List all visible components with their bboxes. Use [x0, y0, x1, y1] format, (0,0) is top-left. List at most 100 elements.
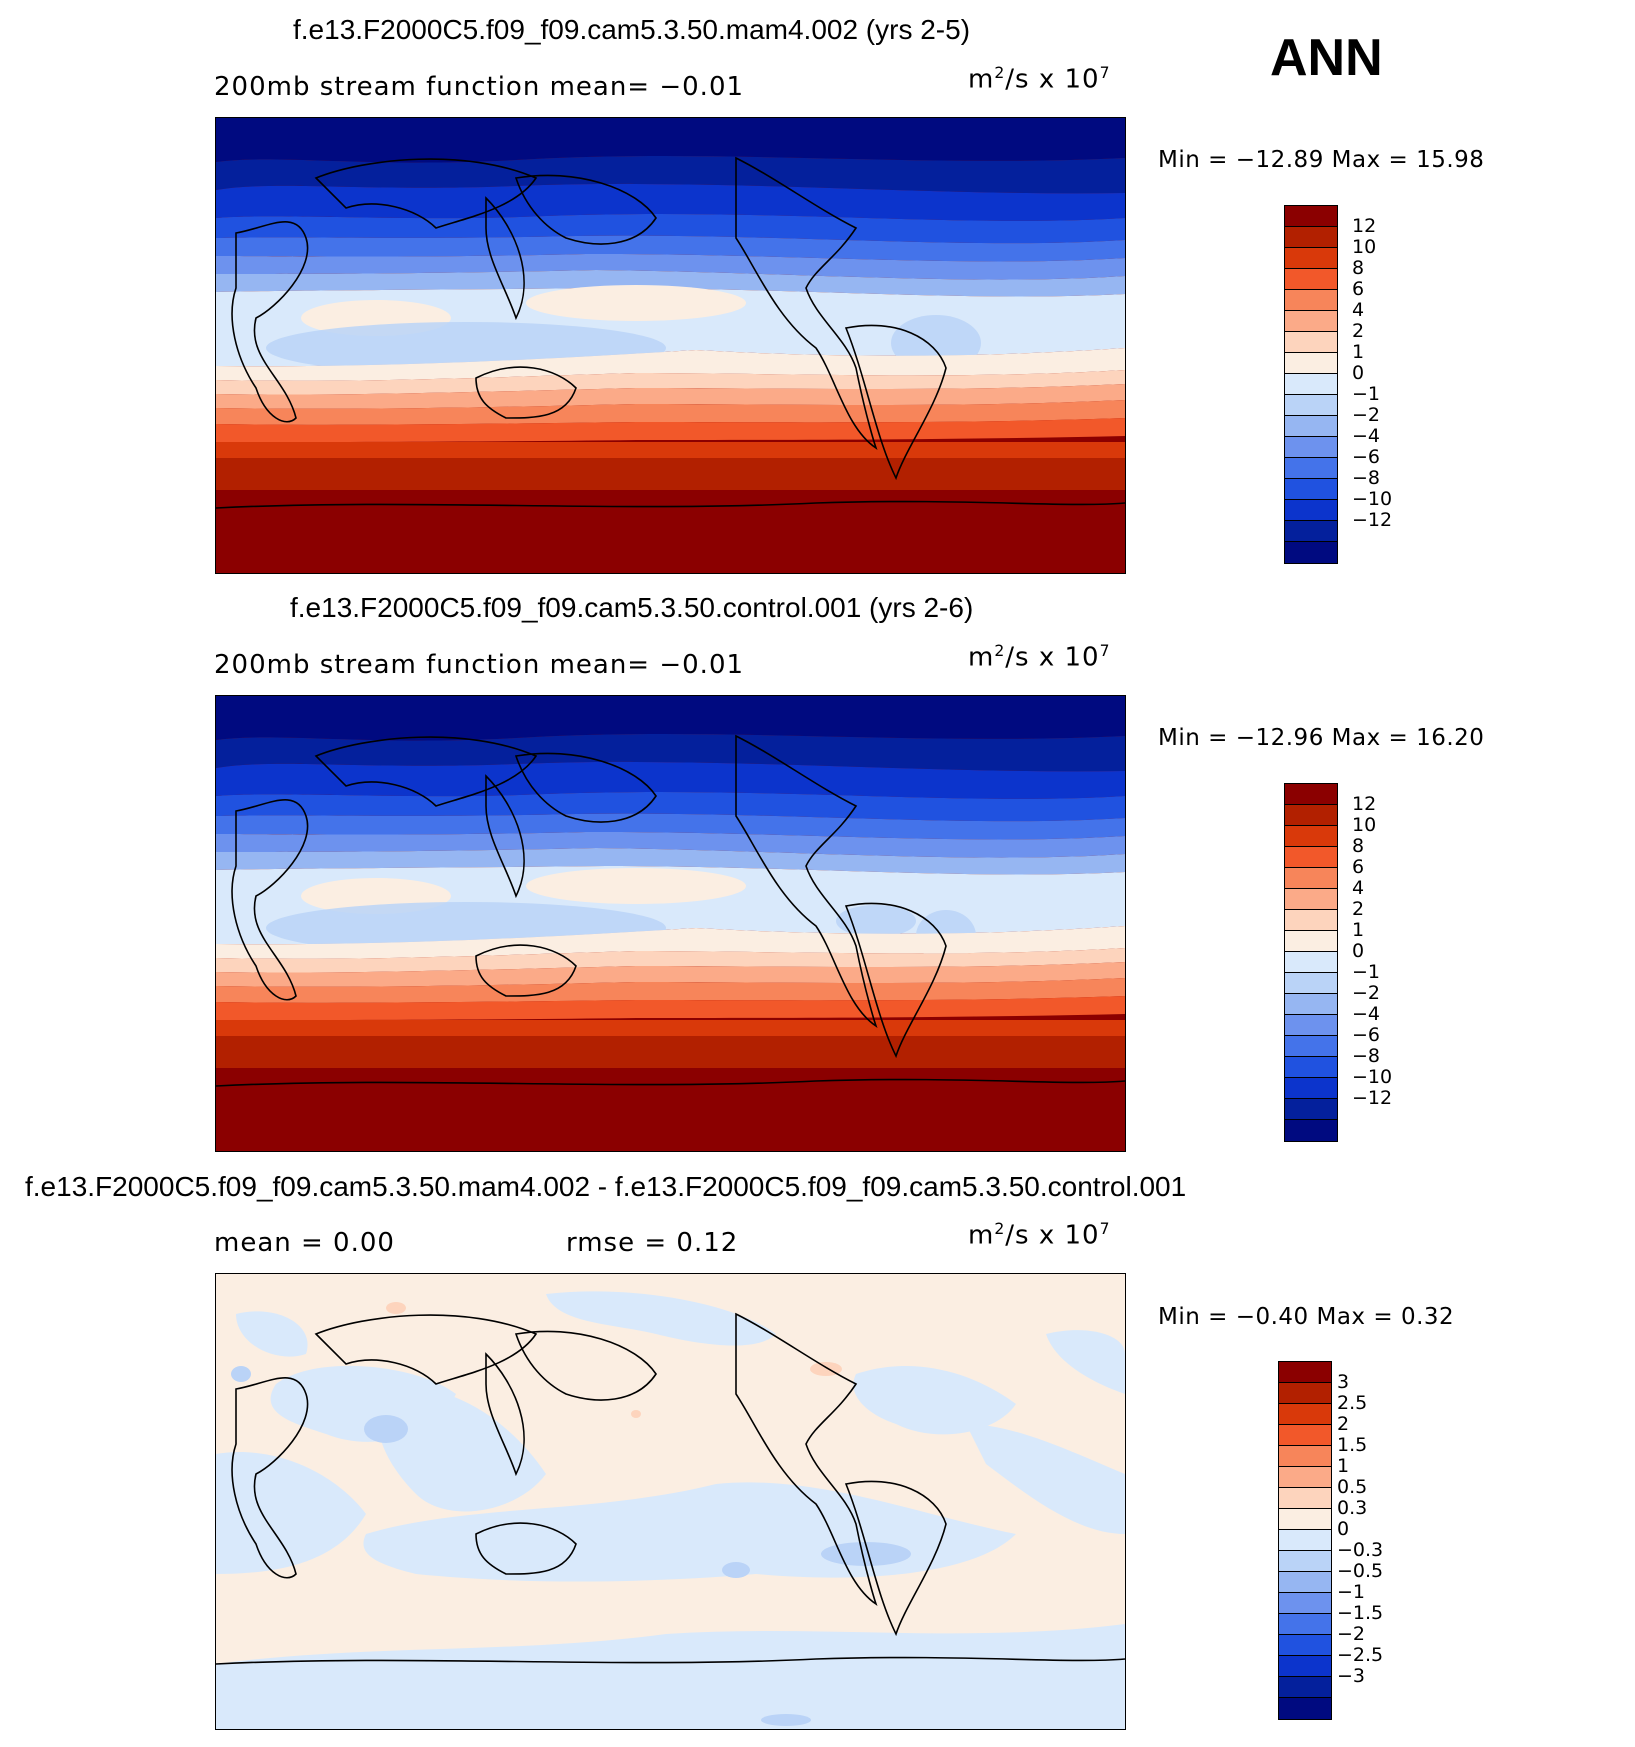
colorbar-cell: [1285, 479, 1337, 500]
colorbar-label: 1: [1352, 919, 1365, 941]
colorbar-cell: [1285, 952, 1337, 973]
colorbar-label: −10: [1352, 488, 1393, 510]
panel3-colorbar-cells: [1279, 1362, 1331, 1719]
colorbar-cell: [1279, 1614, 1331, 1635]
colorbar-label: 12: [1352, 793, 1377, 815]
panel2-colorbar-cells: [1285, 784, 1337, 1141]
season-label: ANN: [1270, 29, 1383, 87]
colorbar-cell: [1285, 269, 1337, 290]
colorbar-cell: [1279, 1698, 1331, 1719]
colorbar-label: −4: [1352, 1003, 1381, 1025]
colorbar-label: 4: [1352, 299, 1365, 321]
panel1-colorbar: [1284, 205, 1338, 564]
colorbar-cell: [1285, 353, 1337, 374]
colorbar-cell: [1279, 1404, 1331, 1425]
panel3-mean-label: mean = 0.00: [214, 1228, 395, 1258]
panel1-colorbar-cells: [1285, 206, 1337, 563]
panel1-colorbar-labels: 12 10 8 6 4 2 1 0 −1 −2 −4 −6 −8 −10 −12: [1352, 205, 1432, 562]
colorbar-label: 1: [1352, 341, 1365, 363]
colorbar-label: 0: [1352, 362, 1365, 384]
colorbar-cell: [1285, 374, 1337, 395]
colorbar-label: −6: [1352, 1024, 1381, 1046]
colorbar-cell: [1285, 847, 1337, 868]
colorbar-label: 2: [1352, 320, 1365, 342]
panel1-minmax: Min = −12.89 Max = 15.98: [1158, 147, 1485, 173]
colorbar-label: −12: [1352, 509, 1393, 531]
colorbar-cell: [1279, 1362, 1331, 1383]
colorbar-cell: [1285, 227, 1337, 248]
panel1-units: m2/s x 107: [968, 64, 1111, 95]
colorbar-label: −10: [1352, 1066, 1393, 1088]
panel2-minmax: Min = −12.96 Max = 16.20: [1158, 725, 1485, 751]
panel1-map: [215, 117, 1126, 574]
colorbar-cell: [1285, 826, 1337, 847]
colorbar-cell: [1285, 437, 1337, 458]
colorbar-cell: [1285, 1078, 1337, 1099]
colorbar-label: −2.5: [1337, 1644, 1384, 1666]
colorbar-label: 2: [1337, 1413, 1350, 1435]
colorbar-cell: [1285, 1099, 1337, 1120]
colorbar-cell: [1279, 1425, 1331, 1446]
panel3-colorbar: [1278, 1361, 1332, 1720]
colorbar-label: 3: [1337, 1371, 1350, 1393]
colorbar-cell: [1279, 1488, 1331, 1509]
colorbar-cell: [1285, 290, 1337, 311]
colorbar-label: 0: [1352, 940, 1365, 962]
colorbar-label: −8: [1352, 1045, 1381, 1067]
colorbar-label: −12: [1352, 1087, 1393, 1109]
colorbar-label: 2.5: [1337, 1392, 1368, 1414]
panel3-map: [215, 1273, 1126, 1730]
colorbar-label: 0.3: [1337, 1497, 1368, 1519]
colorbar-label: −2: [1352, 404, 1381, 426]
colorbar-cell: [1285, 784, 1337, 805]
panel2-colorbar: [1284, 783, 1338, 1142]
colorbar-label: −1: [1337, 1581, 1366, 1603]
colorbar-label: 0: [1337, 1518, 1350, 1540]
colorbar-cell: [1285, 805, 1337, 826]
panel1-title: f.e13.F2000C5.f09_f09.cam5.3.50.mam4.002…: [293, 14, 971, 45]
colorbar-label: −0.5: [1337, 1560, 1384, 1582]
panel2-title: f.e13.F2000C5.f09_f09.cam5.3.50.control.…: [290, 592, 974, 623]
colorbar-cell: [1285, 542, 1337, 563]
colorbar-cell: [1285, 1036, 1337, 1057]
colorbar-cell: [1285, 311, 1337, 332]
colorbar-label: −3: [1337, 1665, 1366, 1687]
colorbar-cell: [1285, 332, 1337, 353]
colorbar-label: −1: [1352, 961, 1381, 983]
colorbar-cell: [1285, 458, 1337, 479]
panel3-units: m2/s x 107: [968, 1220, 1111, 1251]
panel3-title: f.e13.F2000C5.f09_f09.cam5.3.50.mam4.002…: [25, 1171, 1187, 1202]
panel3-minmax: Min = −0.40 Max = 0.32: [1158, 1304, 1455, 1330]
colorbar-cell: [1285, 889, 1337, 910]
colorbar-label: 4: [1352, 877, 1365, 899]
colorbar-cell: [1279, 1530, 1331, 1551]
colorbar-cell: [1279, 1635, 1331, 1656]
colorbar-label: 1: [1337, 1455, 1350, 1477]
panel2-variable-label: 200mb stream function mean= −0.01: [214, 650, 745, 680]
colorbar-label: −0.3: [1337, 1539, 1384, 1561]
colorbar-cell: [1279, 1446, 1331, 1467]
colorbar-label: −6: [1352, 446, 1381, 468]
colorbar-cell: [1279, 1551, 1331, 1572]
colorbar-cell: [1279, 1656, 1331, 1677]
colorbar-cell: [1285, 973, 1337, 994]
colorbar-label: −1.5: [1337, 1602, 1384, 1624]
panel2-map: [215, 695, 1126, 1152]
panel2-colorbar-labels: 12 10 8 6 4 2 1 0 −1 −2 −4 −6 −8 −10 −12: [1352, 783, 1432, 1140]
colorbar-label: 0.5: [1337, 1476, 1368, 1498]
colorbar-cell: [1285, 1015, 1337, 1036]
colorbar-cell: [1285, 910, 1337, 931]
colorbar-cell: [1285, 416, 1337, 437]
colorbar-label: 10: [1352, 814, 1377, 836]
colorbar-cell: [1285, 395, 1337, 416]
colorbar-cell: [1285, 248, 1337, 269]
colorbar-label: 6: [1352, 278, 1365, 300]
colorbar-label: −2: [1337, 1623, 1366, 1645]
colorbar-label: 8: [1352, 257, 1365, 279]
colorbar-cell: [1279, 1593, 1331, 1614]
colorbar-label: 12: [1352, 215, 1377, 237]
colorbar-cell: [1279, 1467, 1331, 1488]
panel3-rmse-label: rmse = 0.12: [566, 1228, 739, 1258]
colorbar-label: −2: [1352, 982, 1381, 1004]
colorbar-cell: [1285, 931, 1337, 952]
